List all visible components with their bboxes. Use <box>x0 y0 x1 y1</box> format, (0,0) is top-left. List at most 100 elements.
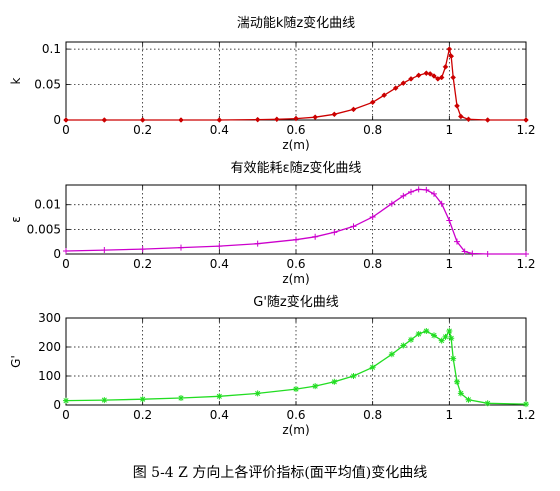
data-point <box>454 238 460 245</box>
x-tick-label: 0.2 <box>133 257 152 271</box>
data-point <box>523 117 529 123</box>
series-line <box>65 188 526 255</box>
data-point <box>63 248 69 255</box>
data-point <box>388 351 395 358</box>
y-axis-label: k <box>9 77 23 84</box>
y-tick-label: 0.01 <box>34 198 61 212</box>
data-point <box>446 328 453 335</box>
data-point <box>442 333 449 340</box>
x-tick-label: 0.2 <box>133 408 152 422</box>
panel-title: 湍动能k随z变化曲线 <box>237 15 355 31</box>
data-point <box>408 336 414 343</box>
data-point <box>523 251 529 257</box>
x-tick-label: 1 <box>446 408 454 422</box>
y-tick-label: 200 <box>38 340 61 354</box>
x-tick-label: 1.2 <box>516 257 535 271</box>
data-point <box>408 188 414 195</box>
data-point <box>381 92 388 99</box>
data-point <box>178 395 184 402</box>
data-point <box>454 102 460 109</box>
data-point <box>139 396 146 403</box>
data-point <box>254 390 261 397</box>
data-point <box>523 401 529 408</box>
data-point <box>400 80 407 86</box>
data-point <box>457 390 464 397</box>
data-point <box>465 116 472 123</box>
data-point <box>408 76 414 82</box>
x-tick-label: 1 <box>446 123 454 137</box>
data-point <box>63 397 69 404</box>
data-point <box>415 330 422 337</box>
data-point <box>461 248 468 255</box>
data-point <box>101 397 108 404</box>
data-point <box>254 240 261 247</box>
data-point <box>178 244 184 251</box>
y-tick-label: 0 <box>53 398 61 412</box>
y-tick-label: 100 <box>38 369 61 383</box>
y-axis-label: ε <box>9 216 23 223</box>
x-tick-label: 0.6 <box>286 123 305 137</box>
data-point <box>139 246 146 253</box>
data-point <box>369 214 376 221</box>
data-point <box>423 328 430 335</box>
data-point <box>312 233 319 240</box>
x-tick-label: 1 <box>446 257 454 271</box>
data-point <box>454 378 460 385</box>
x-tick-label: 0.4 <box>210 408 229 422</box>
data-point <box>431 190 437 197</box>
x-tick-label: 1.2 <box>516 408 535 422</box>
y-tick-label: 0 <box>53 113 61 127</box>
data-point <box>216 393 223 400</box>
panel-3: G'随z变化曲线 0 0.2 0.4 0.6 0.8 1 1.2 0 100 200 300 z(m) G… <box>9 294 536 437</box>
data-point <box>415 186 422 193</box>
data-point <box>450 74 457 81</box>
x-axis-label: z(m) <box>282 272 309 286</box>
data-point <box>293 386 299 393</box>
x-tick-label: 0.8 <box>363 408 382 422</box>
data-point <box>446 46 453 52</box>
data-point <box>400 192 407 199</box>
data-point <box>254 116 261 123</box>
x-axis-label: z(m) <box>282 423 309 437</box>
data-point <box>388 200 395 207</box>
data-point <box>438 74 445 81</box>
y-tick-label: 300 <box>38 311 61 325</box>
panel-title: G'随z变化曲线 <box>253 294 338 310</box>
data-point <box>63 117 69 123</box>
x-tick-label: 0.8 <box>363 257 382 271</box>
data-point <box>423 186 430 193</box>
x-tick-label: 0 <box>62 408 70 422</box>
x-tick-label: 1.2 <box>516 123 535 137</box>
data-point <box>438 200 445 207</box>
data-point <box>331 111 338 118</box>
x-axis-label: z(m) <box>282 138 309 152</box>
y-axis-label: G' <box>9 355 23 368</box>
x-tick-label: 0.4 <box>210 123 229 137</box>
data-point <box>484 117 491 123</box>
data-point <box>427 71 434 77</box>
data-point <box>423 70 430 77</box>
data-point <box>216 117 223 123</box>
data-point <box>312 114 319 121</box>
data-point <box>484 251 491 257</box>
data-point <box>331 378 338 385</box>
data-point <box>350 373 357 379</box>
panel-1: 湍动能k随z变化曲线 0 0.2 0.4 0.6 0.8 1 1.2 0 0.05 0.1 z(m) k <box>9 15 536 152</box>
data-point <box>415 72 422 79</box>
y-tick-label: 0.05 <box>34 78 61 92</box>
data-point <box>369 99 376 106</box>
data-point <box>350 106 357 113</box>
data-point <box>448 335 455 342</box>
data-point <box>446 217 453 224</box>
axes-box <box>65 184 527 255</box>
x-tick-label: 0 <box>62 257 70 271</box>
data-point <box>457 113 464 120</box>
data-point <box>369 364 376 371</box>
data-point <box>431 332 437 339</box>
y-tick-label: 0 <box>53 247 61 261</box>
figure-caption: 图 5-4 Z 方向上各评价指标(面平均值)变化曲线 <box>132 465 428 481</box>
panel-title: 有效能耗ε随z变化曲线 <box>231 160 362 176</box>
data-point <box>139 117 146 123</box>
data-point <box>448 53 455 60</box>
data-point <box>101 117 108 123</box>
